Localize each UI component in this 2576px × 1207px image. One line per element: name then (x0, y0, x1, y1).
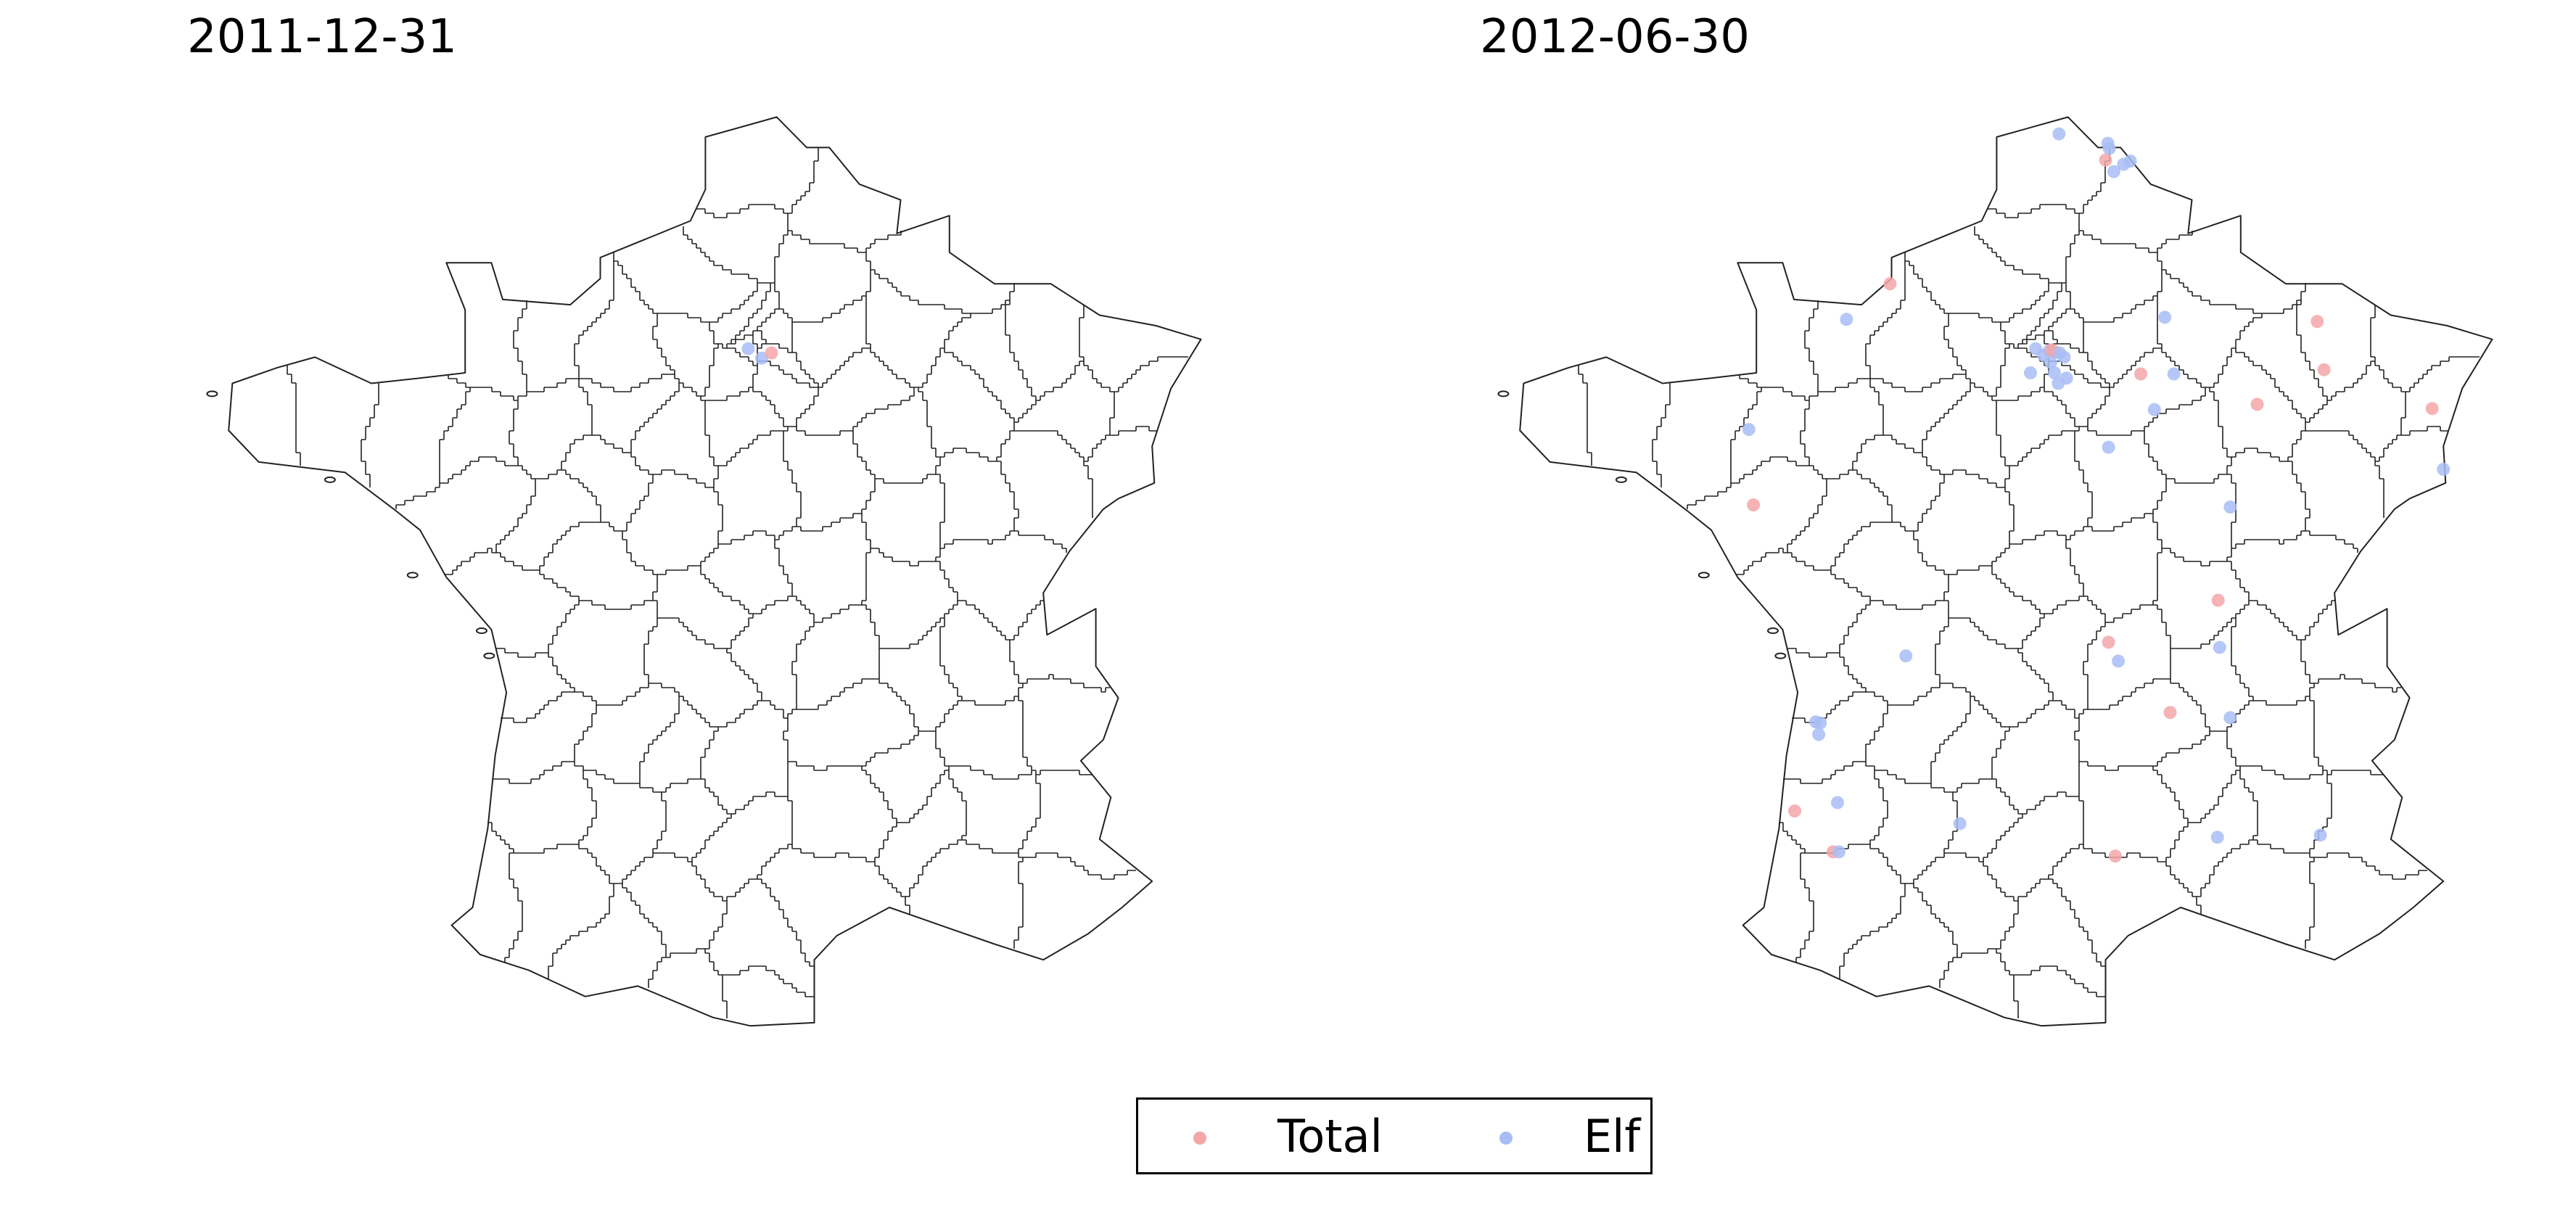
island (324, 476, 336, 483)
elf-point (2210, 831, 2224, 844)
island (1615, 476, 1627, 483)
elf-point (2123, 155, 2137, 168)
department-boundaries (206, 116, 1202, 1027)
total-point (1747, 498, 1761, 512)
island (475, 627, 487, 634)
legend-label-total: Total (1277, 1110, 1383, 1163)
total-point (1883, 277, 1897, 291)
elf-point (1899, 649, 1913, 663)
legend-marker-total (1193, 1132, 1206, 1145)
total-point (2102, 635, 2115, 649)
island (1766, 627, 1779, 634)
elf-point (2167, 367, 2181, 381)
total-point (2310, 315, 2324, 329)
france-map-right (1497, 116, 2493, 1027)
elf-point (1814, 716, 1827, 730)
island (483, 652, 495, 659)
total-point (2317, 363, 2331, 376)
elf-point (1742, 423, 1756, 437)
france-map-left (206, 116, 1202, 1027)
station-points (741, 342, 778, 365)
elf-point (1832, 845, 1845, 859)
elf-point (2223, 711, 2237, 725)
legend: Total Elf (1136, 1097, 1653, 1174)
island (1698, 572, 1710, 579)
elf-point (1840, 313, 1853, 326)
department-borders (287, 148, 1188, 1018)
elf-point (2024, 366, 2037, 379)
station-points (1742, 127, 2451, 863)
total-point (2163, 706, 2177, 720)
island (1497, 390, 1510, 397)
elf-point (2048, 366, 2062, 379)
total-point (2211, 593, 2225, 607)
island (406, 572, 419, 579)
elf-point (2102, 141, 2116, 155)
elf-point (1953, 817, 1967, 831)
legend-marker-elf (1499, 1132, 1513, 1145)
country-outline (1519, 116, 2493, 1027)
elf-point (2223, 500, 2237, 514)
total-point (1788, 804, 1801, 817)
elf-point (2158, 310, 2172, 324)
island (1774, 652, 1787, 659)
island (206, 390, 218, 397)
total-point (2250, 397, 2264, 411)
elf-point (2147, 403, 2161, 416)
elf-point (2057, 350, 2071, 364)
elf-point (2052, 376, 2065, 390)
total-point (2425, 402, 2439, 416)
total-point (2134, 367, 2148, 381)
elf-point (1812, 728, 1826, 741)
total-point (2099, 153, 2112, 167)
department-boundaries (1497, 116, 2493, 1027)
elf-point (2213, 640, 2226, 654)
total-point (765, 346, 778, 360)
elf-point (2052, 127, 2066, 141)
panel-title-left: 2011-12-31 (187, 10, 457, 64)
elf-point (2437, 463, 2451, 476)
department-borders (1578, 148, 2480, 1018)
elf-point (741, 342, 755, 355)
elf-point (1831, 796, 1844, 810)
total-point (2108, 849, 2122, 863)
legend-label-elf: Elf (1584, 1110, 1641, 1163)
elf-point (2112, 654, 2126, 668)
country-outline (228, 116, 1202, 1027)
elf-point (2044, 355, 2057, 369)
elf-point (2102, 440, 2115, 454)
elf-point (2107, 165, 2120, 178)
panel-title-right: 2012-06-30 (1480, 10, 1750, 64)
elf-point (755, 351, 768, 365)
elf-point (2313, 828, 2327, 842)
